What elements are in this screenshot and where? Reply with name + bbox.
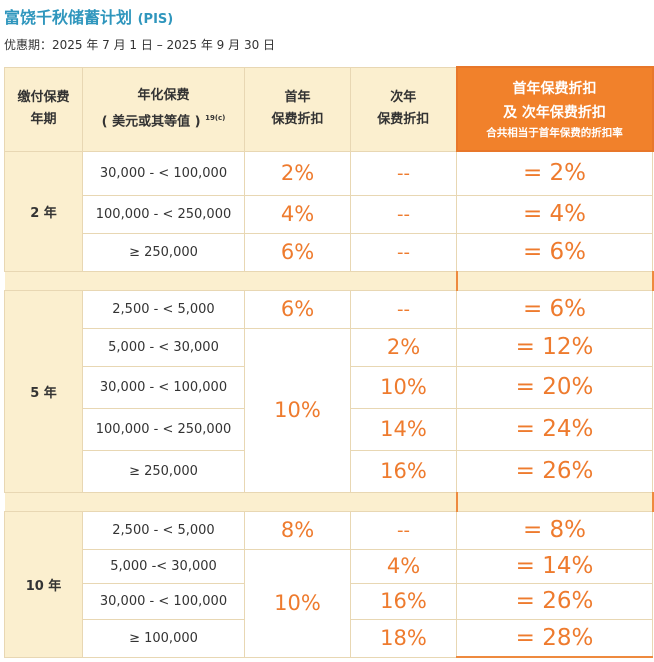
- header-premium-line2: ( 美元或其等值 ) 19(c): [83, 107, 244, 133]
- header-second-line1: 次年: [390, 90, 417, 105]
- group-separator: [4, 491, 654, 512]
- premium-range: 30,000 - < 100,000: [82, 365, 245, 409]
- table-row: 100,000 - < 250,000 14% = 24%: [5, 407, 653, 451]
- header-row: 缴付保费 年期 年化保费 ( 美元或其等值 ) 19(c) 首年 保费折扣 次年…: [4, 66, 654, 152]
- premium-range: ≥ 250,000: [82, 449, 245, 493]
- header-total-line2: 及 次年保费折扣: [503, 105, 606, 121]
- first-year-discount-merged: 10%: [244, 327, 351, 493]
- second-year-discount: --: [350, 232, 457, 272]
- premium-range: 100,000 - < 250,000: [82, 194, 245, 234]
- table-row: 2 年 30,000 - < 100,000 2% -- = 2%: [4, 150, 653, 272]
- header-first-line1: 首年: [284, 90, 311, 105]
- header-term: 缴付保费 年期: [4, 66, 83, 152]
- table-row: ≥ 100,000 18% = 28%: [5, 618, 653, 658]
- premium-range: ≥ 250,000: [82, 232, 245, 272]
- second-year-discount: --: [350, 510, 457, 550]
- header-total-line1: 首年保费折扣: [512, 81, 597, 97]
- first-year-discount: 8%: [244, 510, 351, 550]
- second-year-discount: --: [350, 194, 457, 234]
- total-discount: = 14%: [456, 548, 653, 584]
- discount-table: 缴付保费 年期 年化保费 ( 美元或其等值 ) 19(c) 首年 保费折扣 次年…: [4, 66, 654, 658]
- first-year-discount-merged: 10%: [244, 548, 351, 658]
- second-year-discount: --: [350, 150, 457, 196]
- total-discount: = 6%: [456, 232, 653, 272]
- header-premium-line1: 年化保费: [137, 87, 190, 103]
- total-discount: = 4%: [456, 194, 653, 234]
- table-row: 100,000 - < 250,000 4% -- = 4%: [5, 194, 653, 234]
- second-year-discount: 16%: [350, 582, 457, 620]
- header-second-line2: 保费折扣: [377, 112, 430, 127]
- total-discount: = 8%: [456, 510, 653, 550]
- total-discount: = 20%: [456, 365, 653, 409]
- first-year-discount: 2%: [244, 150, 351, 196]
- term-10-year: 10 年: [4, 510, 83, 658]
- total-discount: = 26%: [456, 449, 653, 493]
- term-5-year: 5 年: [4, 289, 83, 493]
- group-separator: [4, 270, 654, 291]
- total-discount: = 2%: [456, 150, 653, 196]
- table-row: 10 年 2,500 - < 5,000 8% -- = 8%: [4, 510, 653, 658]
- table-row: 5 年 2,500 - < 5,000 6% -- = 6%: [4, 289, 653, 493]
- first-year-discount: 4%: [244, 194, 351, 234]
- header-term-line1: 缴付保费: [17, 90, 70, 105]
- premium-range: 5,000 - < 30,000: [82, 327, 245, 367]
- total-discount: = 24%: [456, 407, 653, 451]
- table-row: 30,000 - < 100,000 10% = 20%: [5, 365, 653, 409]
- term-2-year: 2 年: [4, 150, 83, 272]
- header-first-year: 首年 保费折扣: [244, 66, 351, 152]
- header-premium: 年化保费 ( 美元或其等值 ) 19(c): [82, 66, 245, 152]
- premium-range: ≥ 100,000: [82, 618, 245, 658]
- second-year-discount: 14%: [350, 407, 457, 451]
- plan-name: 富饶千秋储蓄计划: [4, 8, 133, 27]
- premium-range: 100,000 - < 250,000: [82, 407, 245, 451]
- table-row: 5,000 -< 30,000 10% 4% = 14%: [5, 548, 653, 658]
- header-second-year: 次年 保费折扣: [350, 66, 457, 152]
- footnote-ref: 19(c): [205, 113, 226, 122]
- second-year-discount: 4%: [350, 548, 457, 584]
- total-discount: = 26%: [456, 582, 653, 620]
- second-year-discount: 2%: [350, 327, 457, 367]
- total-discount: = 12%: [456, 327, 653, 367]
- premium-range: 30,000 - < 100,000: [82, 582, 245, 620]
- page-title: 富饶千秋储蓄计划 (PIS): [4, 4, 173, 28]
- table-row: 5,000 - < 30,000 10% 2% = 12%: [5, 327, 653, 493]
- total-discount: = 6%: [456, 289, 653, 329]
- header-total-line3: 合共相当于首年保费的折扣率: [486, 127, 623, 139]
- first-year-discount: 6%: [244, 232, 351, 272]
- table-row: 30,000 - < 100,000 16% = 26%: [5, 582, 653, 620]
- table-row: ≥ 250,000 16% = 26%: [5, 449, 653, 493]
- plan-code: (PIS): [137, 12, 174, 27]
- premium-range: 2,500 - < 5,000: [82, 510, 245, 550]
- header-term-line2: 年期: [30, 112, 57, 127]
- second-year-discount: 16%: [350, 449, 457, 493]
- premium-range: 5,000 -< 30,000: [82, 548, 245, 584]
- premium-range: 2,500 - < 5,000: [82, 289, 245, 329]
- second-year-discount: 18%: [350, 618, 457, 658]
- second-year-discount: --: [350, 289, 457, 329]
- offer-period: 优惠期：2025 年 7 月 1 日 – 2025 年 9 月 30 日: [4, 38, 276, 52]
- total-discount: = 28%: [456, 618, 653, 658]
- header-first-line2: 保费折扣: [271, 112, 324, 127]
- first-year-discount: 6%: [244, 289, 351, 329]
- premium-range: 30,000 - < 100,000: [82, 150, 245, 196]
- header-premium-currency: ( 美元或其等值 ): [101, 114, 201, 130]
- table-row: ≥ 250,000 6% -- = 6%: [5, 232, 653, 272]
- header-total: 首年保费折扣 及 次年保费折扣 合共相当于首年保费的折扣率: [455, 66, 654, 152]
- second-year-discount: 10%: [350, 365, 457, 409]
